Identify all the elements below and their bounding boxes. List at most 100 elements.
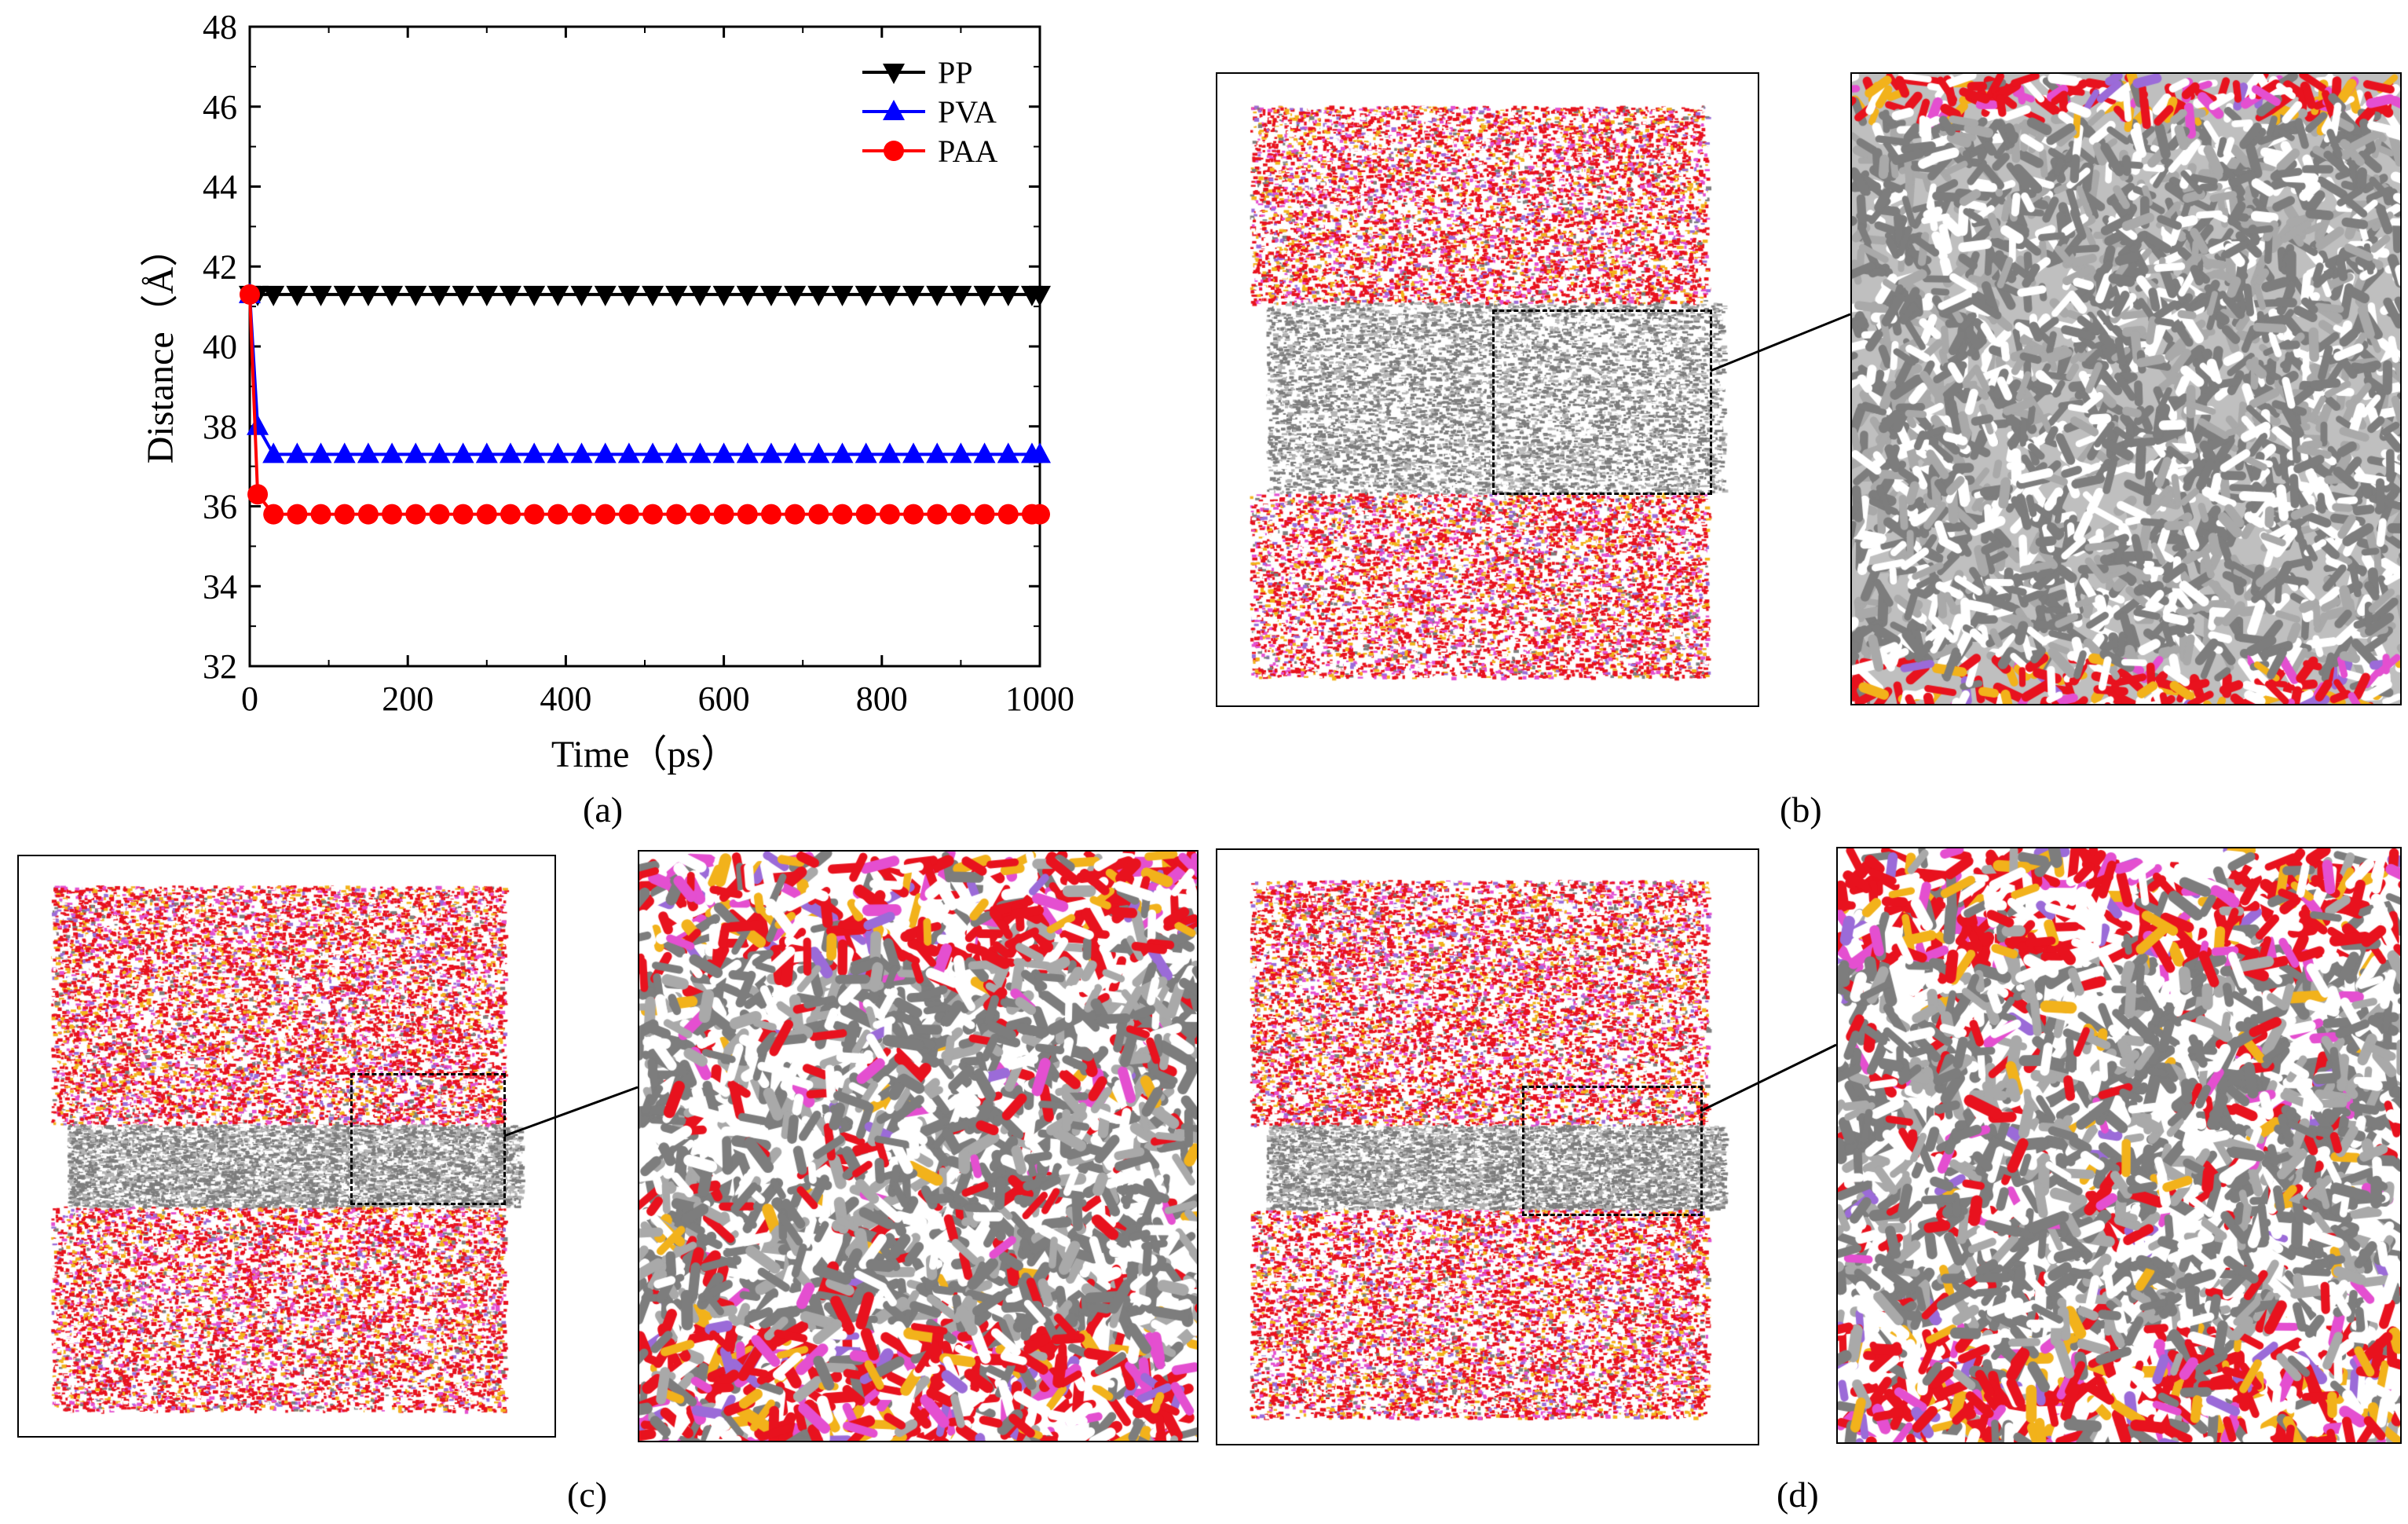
data-point-paa <box>974 504 995 525</box>
data-point-pp <box>736 285 759 306</box>
panel-d-full-molecules <box>1217 850 1758 1444</box>
data-point-pva <box>333 442 356 463</box>
panel-label-b: (b) <box>1780 789 1822 830</box>
data-point-paa <box>785 504 806 525</box>
data-point-pva <box>1029 442 1051 463</box>
data-point-paa <box>547 504 569 525</box>
panel-b-zoom-box <box>1492 310 1712 495</box>
data-point-paa <box>357 504 379 525</box>
data-point-paa <box>808 504 829 525</box>
x-tick-label: 600 <box>698 680 750 718</box>
data-point-pp <box>926 285 949 306</box>
data-point-pp <box>381 285 404 306</box>
legend-marker-paa <box>884 141 904 161</box>
data-point-pp <box>617 285 640 306</box>
data-point-pva <box>357 442 379 463</box>
panel-d-zoom-view <box>1836 847 2402 1444</box>
data-point-pva <box>262 442 285 463</box>
data-point-paa <box>382 504 403 525</box>
data-point-paa <box>500 504 521 525</box>
data-point-pp <box>523 285 546 306</box>
x-tick-label: 0 <box>241 680 258 718</box>
data-point-pp <box>286 285 309 306</box>
data-point-pp <box>642 285 664 306</box>
data-point-pva <box>926 442 949 463</box>
data-point-pp <box>712 285 735 306</box>
data-point-pva <box>759 442 782 463</box>
legend-label-pva: PVA <box>938 94 997 130</box>
data-point-pva <box>807 442 830 463</box>
panel-b-full-molecules <box>1217 74 1758 705</box>
y-tick-label: 34 <box>203 567 237 606</box>
y-tick-label: 44 <box>203 168 237 207</box>
x-tick-label: 1000 <box>1005 680 1074 718</box>
data-point-pva <box>902 442 925 463</box>
y-tick-label: 48 <box>203 8 237 46</box>
data-point-pp <box>452 285 474 306</box>
data-point-pva <box>381 442 404 463</box>
data-point-pva <box>736 442 759 463</box>
y-tick-label: 40 <box>203 328 237 366</box>
data-point-pp <box>262 285 285 306</box>
panel-b-full-view <box>1216 72 1759 707</box>
panel-d-full-view <box>1216 848 1759 1445</box>
data-point-pva <box>665 442 688 463</box>
data-point-pva <box>547 442 569 463</box>
y-tick-label: 38 <box>203 408 237 446</box>
data-point-paa <box>429 504 450 525</box>
x-tick-label: 800 <box>856 680 908 718</box>
data-point-pva <box>997 442 1019 463</box>
data-point-paa <box>879 504 900 525</box>
data-point-pva <box>570 442 593 463</box>
panel-label-d: (d) <box>1777 1475 1819 1515</box>
panel-d-zoom-molecules <box>1838 848 2400 1442</box>
data-point-pp <box>784 285 807 306</box>
data-point-paa <box>713 504 734 525</box>
data-point-paa <box>832 504 853 525</box>
data-point-paa <box>247 484 269 505</box>
data-point-pva <box>286 442 309 463</box>
data-point-pp <box>878 285 901 306</box>
data-point-pva <box>523 442 546 463</box>
x-axis-label: Time（ps） <box>551 734 738 775</box>
data-point-pva <box>452 442 474 463</box>
data-point-pp <box>689 285 712 306</box>
data-point-pva <box>831 442 854 463</box>
series-line-pva <box>248 294 1040 456</box>
data-point-pva <box>499 442 521 463</box>
data-point-pva <box>950 442 972 463</box>
distance-time-chart: 0 200 400 600 800 1000 32 34 36 38 40 42 44 46 48 Time（… <box>140 8 1074 775</box>
data-point-pp <box>309 285 332 306</box>
data-point-pp <box>333 285 356 306</box>
data-point-pp <box>547 285 569 306</box>
legend-label-paa: PAA <box>938 134 997 169</box>
data-point-pp <box>855 285 877 306</box>
panel-c-zoom-view <box>638 850 1199 1442</box>
data-point-pp <box>902 285 925 306</box>
data-point-pva <box>475 442 498 463</box>
panel-b-zoom-molecules <box>1852 74 2400 704</box>
data-point-pva <box>878 442 901 463</box>
data-point-pva <box>855 442 877 463</box>
data-point-paa <box>997 504 1019 525</box>
y-tick-label: 42 <box>203 247 237 286</box>
legend-marker-pva <box>883 100 905 120</box>
data-point-pp <box>831 285 854 306</box>
data-point-paa <box>476 504 497 525</box>
data-point-paa <box>642 504 664 525</box>
data-point-paa <box>240 284 260 305</box>
data-point-paa <box>334 504 355 525</box>
data-point-pp <box>428 285 451 306</box>
data-point-pva <box>309 442 332 463</box>
y-tick-label: 36 <box>203 488 237 526</box>
legend-label-pp: PP <box>938 55 973 90</box>
data-point-pp <box>759 285 782 306</box>
data-point-pp <box>1029 285 1051 306</box>
data-point-paa <box>666 504 687 525</box>
data-point-pp <box>665 285 688 306</box>
data-point-pp <box>594 285 617 306</box>
data-point-pp <box>357 285 379 306</box>
data-point-pva <box>428 442 451 463</box>
data-point-paa <box>595 504 616 525</box>
data-point-pva <box>784 442 807 463</box>
